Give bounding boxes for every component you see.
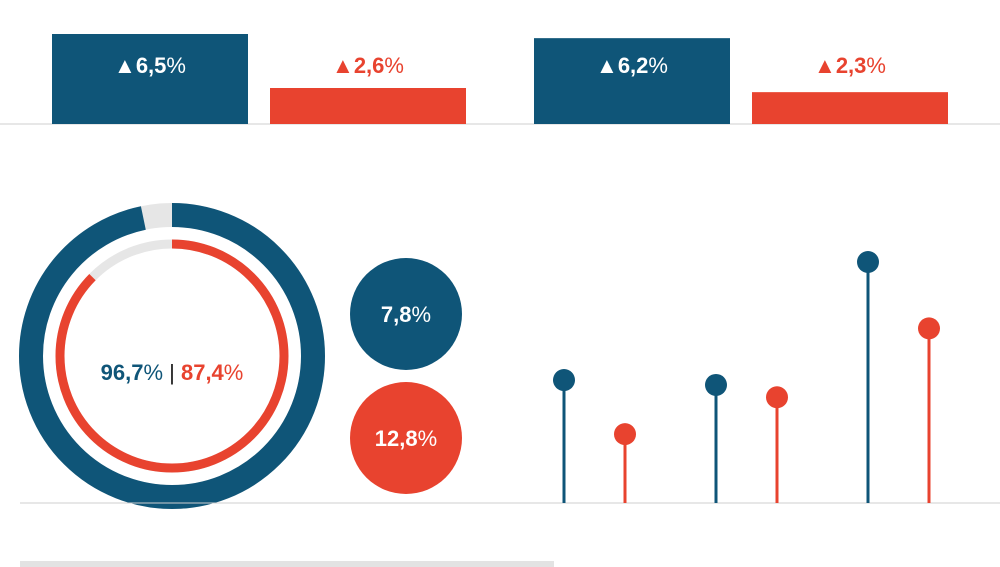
growth-value-label-1-0-part-1: 6,2	[618, 53, 649, 78]
growth-bar-1-1	[752, 92, 948, 124]
growth-bar-0-1	[270, 88, 466, 124]
donut-values-part-1: %	[143, 360, 163, 385]
growth-value-label-0-0-part-0: ▲	[114, 53, 136, 78]
growth-value-label-0-0-part-2: %	[166, 53, 186, 78]
growth-bar-1-0	[534, 38, 730, 124]
growth-value-label-0-1: ▲2,6%	[332, 53, 404, 78]
growth-value-label-0-1-part-1: 2,6	[354, 53, 385, 78]
temporalidad-value-1: 12,8%	[375, 426, 437, 451]
growth-value-label-0-1-part-0: ▲	[332, 53, 354, 78]
growth-value-label-1-1-part-1: 2,3	[836, 53, 867, 78]
lollipop-dot-1-1	[766, 386, 788, 409]
lollipop-dot-0-1	[614, 423, 636, 446]
growth-bar-0-0	[52, 34, 248, 124]
growth-value-label-1-1-part-2: %	[866, 53, 886, 78]
donut-values-part-2: |	[163, 360, 181, 385]
temporalidad-value-1-part-1: %	[418, 426, 438, 451]
donut-values-part-0: 96,7	[101, 360, 144, 385]
growth-value-label-1-0: ▲6,2%	[596, 53, 668, 78]
growth-value-label-0-0-part-1: 6,5	[136, 53, 167, 78]
growth-value-label-1-0-part-0: ▲	[596, 53, 618, 78]
donut-values-part-3: 87,4	[181, 360, 225, 385]
temporalidad-value-0-part-0: 7,8	[381, 302, 412, 327]
temporalidad-value-0-part-1: %	[412, 302, 432, 327]
temporalidad-value-0: 7,8%	[381, 302, 431, 327]
growth-value-label-1-0-part-2: %	[648, 53, 668, 78]
donut-values: 96,7% | 87,4%	[101, 360, 244, 385]
bottom-band	[20, 561, 554, 567]
growth-value-label-0-0: ▲6,5%	[114, 53, 186, 78]
donut-outer-arc	[19, 203, 325, 509]
lollipop-dot-0-0	[553, 369, 575, 392]
lollipop-dot-2-1	[918, 317, 940, 340]
lollipop-dot-2-0	[857, 251, 879, 273]
temporalidad-value-1-part-0: 12,8	[375, 426, 418, 451]
growth-value-label-0-1-part-2: %	[384, 53, 404, 78]
temporalidad-circle-0	[350, 258, 462, 370]
temporalidad-circle-1	[350, 382, 462, 494]
growth-value-label-1-1-part-0: ▲	[814, 53, 836, 78]
lollipop-dot-1-0	[705, 373, 727, 396]
donut-inner-arc	[55, 239, 289, 473]
donut-values-part-4: %	[224, 360, 244, 385]
growth-value-label-1-1: ▲2,3%	[814, 53, 886, 78]
